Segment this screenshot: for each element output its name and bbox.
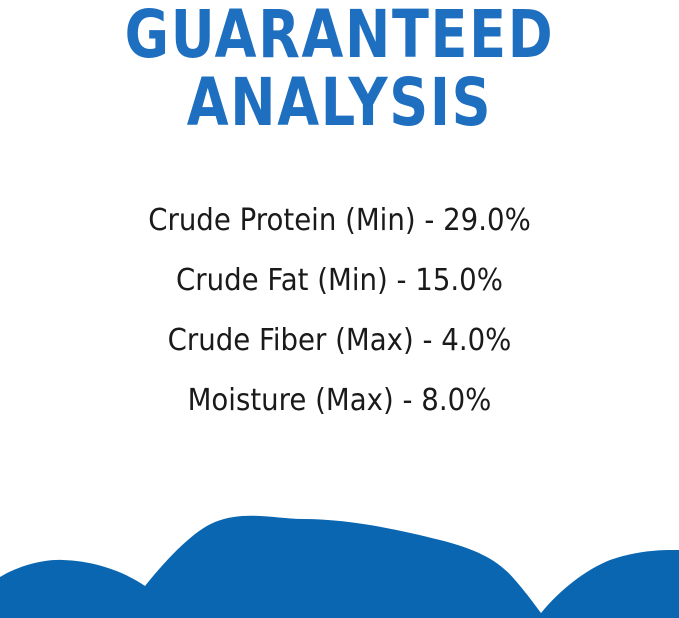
title-line-1: GUARANTEED — [124, 0, 555, 73]
analysis-protein: Crude Protein (Min) - 29.0% — [148, 203, 531, 238]
analysis-moisture: Moisture (Max) - 8.0% — [187, 383, 492, 418]
analysis-fiber: Crude Fiber (Max) - 4.0% — [167, 323, 512, 358]
title-line-2: ANALYSIS — [186, 64, 493, 141]
analysis-fat: Crude Fat (Min) - 15.0% — [176, 263, 503, 298]
